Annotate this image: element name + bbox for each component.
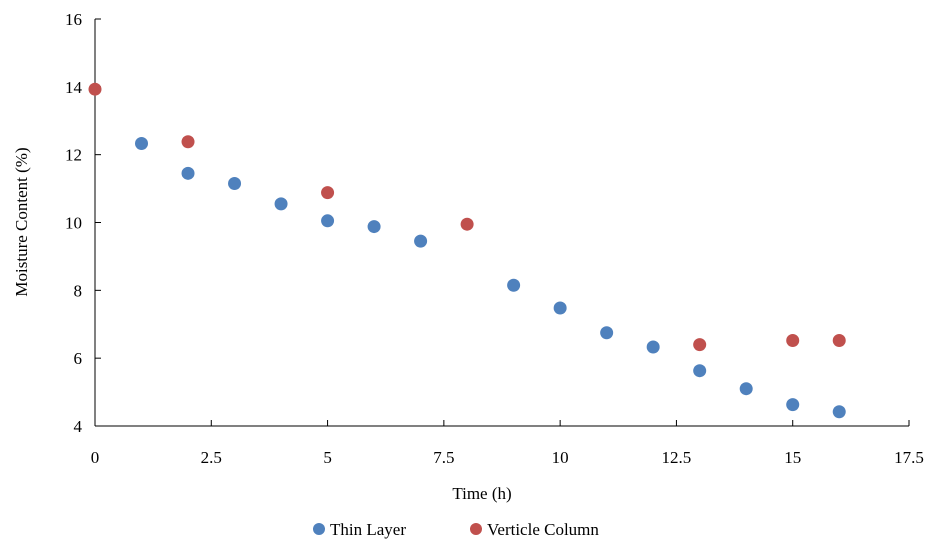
- y-axis-label: Moisture Content (%): [12, 147, 31, 296]
- y-tick-label: 12: [65, 146, 82, 165]
- legend-marker: [313, 523, 325, 535]
- x-axis-label: Time (h): [452, 484, 511, 503]
- legend: Thin Layer Verticle Column: [313, 520, 599, 539]
- series-verticle-column: [88, 82, 846, 352]
- data-point: [693, 338, 707, 352]
- data-point: [507, 278, 521, 292]
- data-point: [832, 334, 846, 348]
- data-point: [321, 186, 335, 200]
- data-point: [739, 382, 753, 396]
- data-point: [786, 398, 800, 412]
- legend-label: Verticle Column: [487, 520, 599, 539]
- data-point: [321, 214, 335, 228]
- data-point: [693, 364, 707, 378]
- x-tick-label: 12.5: [662, 448, 692, 467]
- legend-item: Verticle Column: [470, 520, 599, 539]
- data-point: [228, 176, 242, 190]
- data-point: [367, 220, 381, 234]
- data-point: [135, 136, 149, 150]
- data-point: [646, 340, 660, 354]
- y-tick-label: 4: [74, 417, 83, 436]
- data-points: [88, 82, 846, 419]
- x-tick-label: 7.5: [433, 448, 454, 467]
- x-tick-label: 15: [784, 448, 801, 467]
- data-point: [460, 217, 474, 231]
- y-tick-label: 16: [65, 10, 82, 29]
- x-tick-label: 2.5: [201, 448, 222, 467]
- data-point: [832, 405, 846, 419]
- data-point: [414, 234, 428, 248]
- legend-item: Thin Layer: [313, 520, 406, 539]
- data-point: [181, 135, 195, 149]
- data-point: [600, 326, 614, 340]
- x-tick-label: 0: [91, 448, 100, 467]
- data-point: [786, 334, 800, 348]
- series-thin-layer: [135, 136, 846, 419]
- axes: [94, 18, 910, 427]
- data-point: [88, 82, 102, 96]
- data-point: [181, 166, 195, 180]
- x-tick-label: 10: [552, 448, 569, 467]
- data-point: [553, 301, 567, 315]
- y-tick-label: 8: [74, 281, 83, 300]
- tick-labels: 4 6 8 10 12 14 16 0 2.5 5 7.5 10 12.5 15 17.5: [65, 10, 924, 467]
- x-tick-label: 17.5: [894, 448, 924, 467]
- x-tick-label: 5: [323, 448, 332, 467]
- data-point: [274, 197, 288, 211]
- y-tick-label: 6: [74, 349, 83, 368]
- y-tick-label: 10: [65, 214, 82, 233]
- y-tick-label: 14: [65, 78, 83, 97]
- legend-label: Thin Layer: [330, 520, 406, 539]
- legend-marker: [470, 523, 482, 535]
